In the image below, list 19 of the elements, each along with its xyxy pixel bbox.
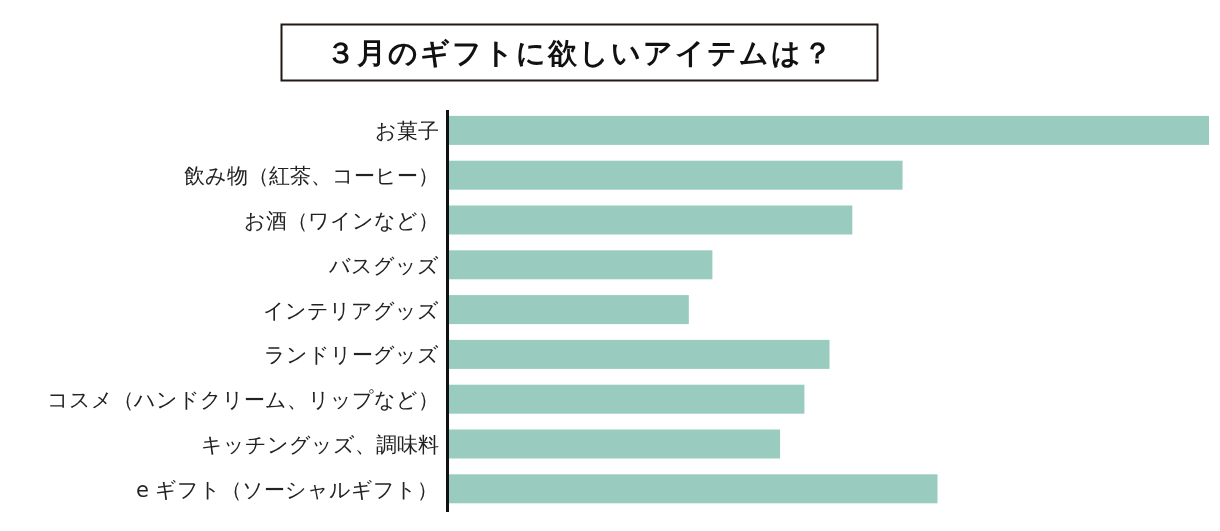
chart-title: ３月のギフトに欲しいアイテムは？ [325,36,834,70]
bar [448,429,781,459]
y-tick-label: お菓子 [374,119,439,144]
bar [448,474,938,504]
bar [448,384,805,414]
y-tick-label: キッチングッズ、調味料 [200,433,439,457]
y-tick-label: バスグッズ [327,253,439,278]
y-tick-label: 飲み物（紅茶、コーヒー） [183,164,439,189]
bar [448,295,689,325]
y-tick-label: インテリアグッズ [262,298,439,323]
y-tick-label: ランドリーグッズ [263,343,439,368]
bar [448,115,1209,145]
y-tick-label: お酒（ワインなど） [243,209,439,233]
bar [448,160,903,190]
bar [448,339,830,369]
bar [448,205,853,235]
bar [448,250,713,280]
y-tick-label: e ギフト（ソーシャルギフト） [135,477,439,502]
y-tick-label: コスメ（ハンドクリーム、リップなど） [46,388,439,413]
